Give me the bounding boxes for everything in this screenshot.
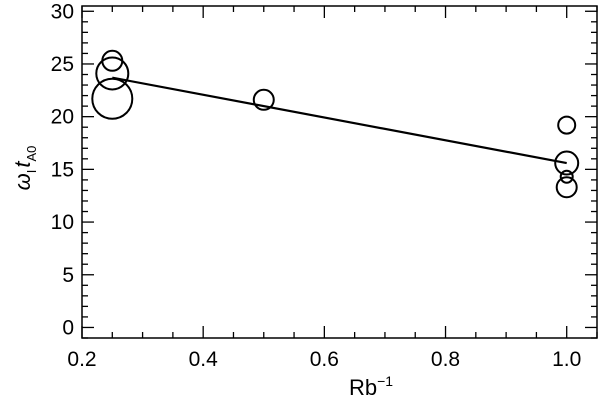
x-tick-label: 0.2 <box>67 348 96 371</box>
y-tick-label: 30 <box>51 0 74 23</box>
x-axis-label: Rb−1 <box>349 373 393 400</box>
y-tick-label: 10 <box>51 211 74 234</box>
y-axis-label: ωItA0 <box>10 146 39 191</box>
x-axis-label-superscript: −1 <box>377 373 393 389</box>
fit-line <box>112 76 567 165</box>
y-axis-label-t-subscript: A0 <box>24 146 39 162</box>
plot-frame <box>81 5 598 339</box>
data-point <box>555 176 578 199</box>
data-point <box>554 150 580 176</box>
x-tick-label: 1.0 <box>552 348 581 371</box>
data-point <box>95 56 130 91</box>
y-axis-label-omega-subscript: I <box>24 170 39 174</box>
fit-line-group <box>112 76 567 165</box>
y-tick-label: 5 <box>62 264 74 287</box>
x-tick-label: 0.6 <box>310 348 339 371</box>
data-point <box>559 169 574 184</box>
data-point <box>557 115 577 135</box>
y-tick-label: 25 <box>51 53 74 76</box>
y-axis-label-omega: ω <box>10 173 35 190</box>
x-tick-label: 0.8 <box>431 348 460 371</box>
y-tick-label: 20 <box>51 106 74 129</box>
y-tick-label: 0 <box>62 316 74 339</box>
x-axis-label-main: Rb <box>349 375 377 400</box>
data-points <box>91 49 580 199</box>
x-tick-label: 0.4 <box>189 348 219 371</box>
data-point <box>252 88 275 111</box>
y-tick-label: 15 <box>51 158 74 181</box>
tick-labels: 0.2 0.4 0.6 0.8 1.0 0 5 10 15 20 25 30 <box>51 0 582 371</box>
y-axis-label-t: t <box>10 161 35 168</box>
data-point <box>91 77 134 120</box>
